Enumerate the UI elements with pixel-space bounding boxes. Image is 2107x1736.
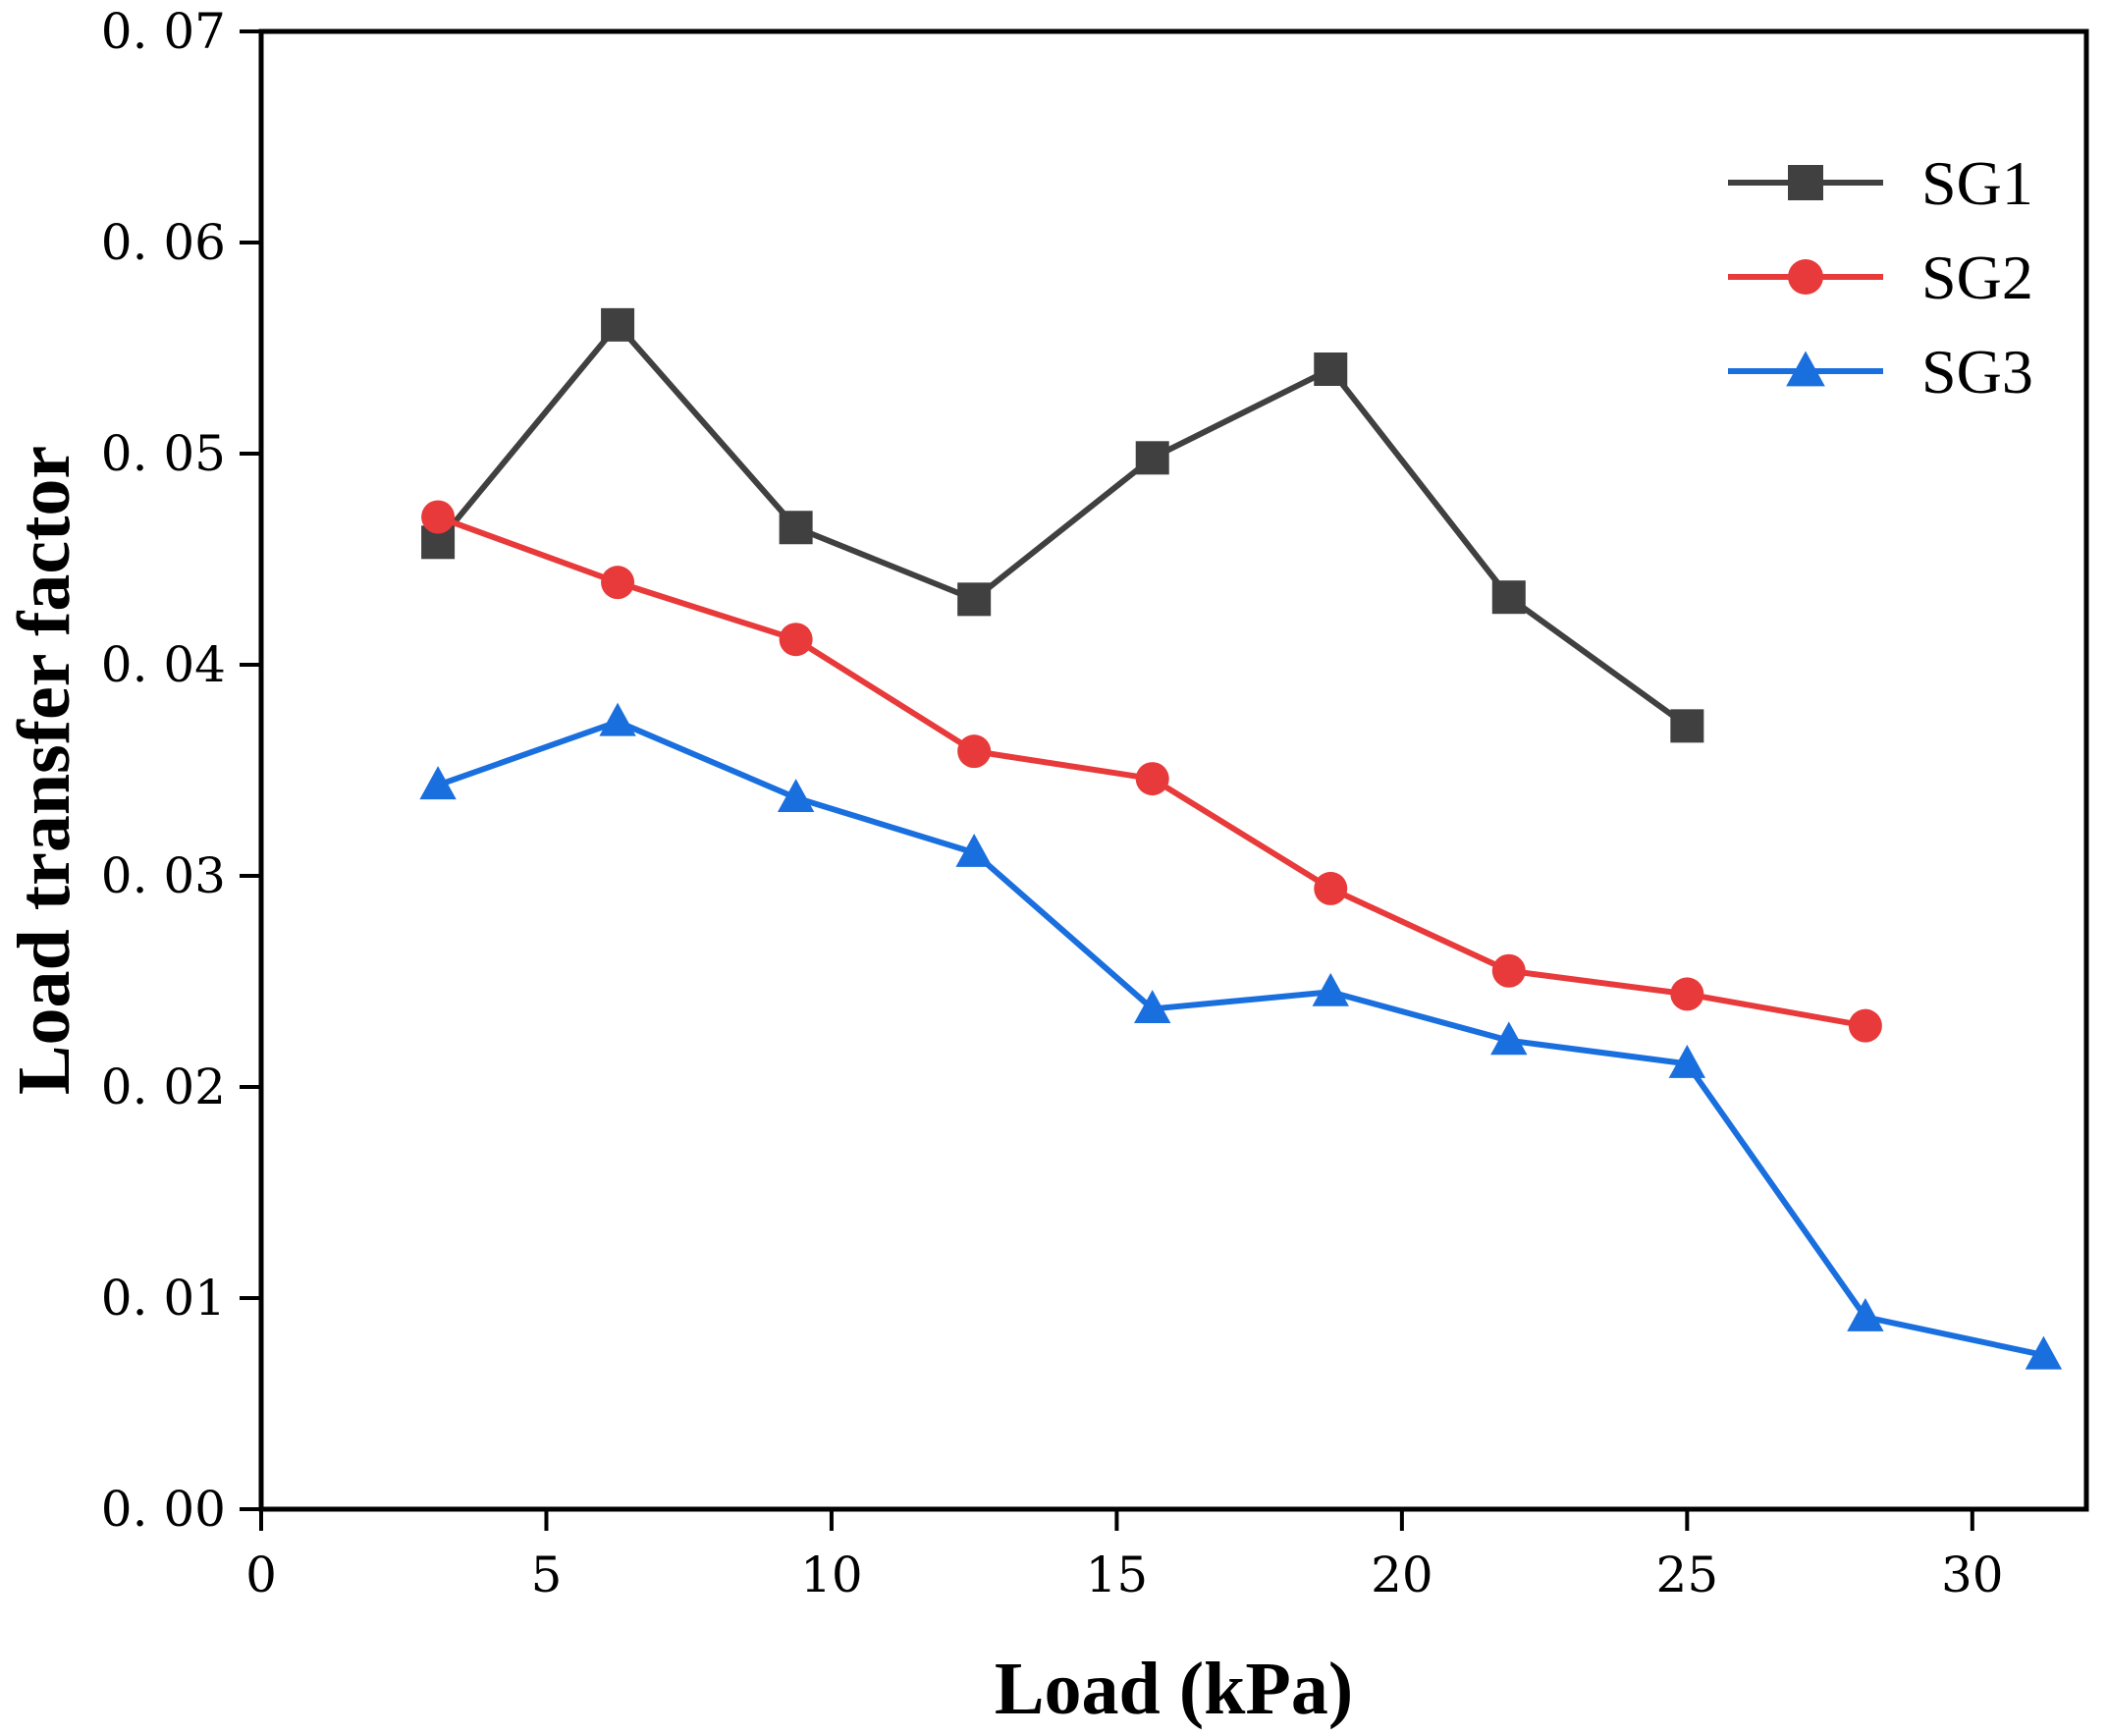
x-tick-label: 25	[1656, 1546, 1719, 1603]
y-tick-label: 0. 01	[101, 1270, 226, 1327]
data-point	[955, 833, 993, 867]
series-line	[437, 719, 2045, 1358]
plot-frame	[258, 28, 2089, 1512]
data-point	[1786, 351, 1825, 387]
data-point	[1490, 1021, 1528, 1056]
data-point	[1314, 871, 1348, 905]
data-point	[601, 566, 635, 600]
legend-item-sg3: SG3	[1728, 337, 2033, 407]
y-tick-label: 0. 05	[101, 425, 226, 482]
y-axis-title: Load transfer factor	[3, 446, 85, 1095]
data-point	[1847, 1297, 1884, 1331]
data-point	[779, 511, 813, 545]
data-point	[419, 766, 457, 800]
data-point	[1788, 259, 1823, 295]
legend-label: SG1	[1921, 148, 2033, 218]
x-axis-title: Load (kPa)	[995, 1648, 1353, 1730]
x-tick-label: 0	[245, 1546, 277, 1603]
data-point	[1848, 1008, 1882, 1043]
y-tick-label: 0. 06	[101, 214, 226, 271]
data-point	[957, 734, 992, 769]
x-tick-label: 15	[1086, 1546, 1149, 1603]
data-point	[1788, 165, 1823, 200]
y-tick-label: 0. 03	[101, 847, 226, 904]
y-tick-label: 0. 04	[101, 636, 226, 693]
legend-label: SG3	[1921, 337, 2033, 407]
data-point	[1135, 762, 1169, 796]
data-point	[601, 307, 635, 342]
data-point	[1668, 1044, 1706, 1078]
data-point	[957, 582, 992, 617]
data-point	[599, 702, 636, 736]
data-point	[779, 623, 813, 657]
series-sg3	[419, 702, 2063, 1370]
plot-area: 0 5 10 15 20 25 30 0. 00 0. 01 0. 02 0. 03 0. 04 0. …	[101, 3, 2089, 1603]
series-sg1	[421, 307, 1704, 743]
x-tick-label: 10	[800, 1546, 863, 1603]
data-point	[1491, 953, 1526, 988]
data-point	[421, 500, 456, 534]
data-point	[1135, 441, 1169, 475]
x-tick-label: 20	[1371, 1546, 1433, 1603]
y-tick-label: 0. 00	[101, 1481, 226, 1538]
data-point	[1312, 972, 1349, 1006]
legend-label: SG2	[1921, 243, 2033, 312]
data-point	[1670, 709, 1704, 743]
legend-item-sg2: SG2	[1728, 243, 2033, 312]
data-point	[1670, 977, 1704, 1011]
x-tick-label: 30	[1941, 1546, 2004, 1603]
series-sg2	[421, 500, 1882, 1043]
data-point	[777, 779, 815, 812]
legend: SG1 SG2 SG3	[1728, 148, 2033, 407]
data-point	[1491, 580, 1526, 615]
data-point	[1314, 353, 1348, 386]
legend-item-sg1: SG1	[1728, 148, 2033, 218]
y-tick-label: 0. 02	[101, 1058, 226, 1115]
data-point	[2025, 1335, 2063, 1370]
data-point	[1134, 990, 1171, 1023]
series-layer	[419, 307, 2063, 1370]
x-tick-label: 5	[531, 1546, 563, 1603]
series-line	[435, 321, 1690, 729]
y-tick-label: 0. 07	[101, 3, 226, 60]
